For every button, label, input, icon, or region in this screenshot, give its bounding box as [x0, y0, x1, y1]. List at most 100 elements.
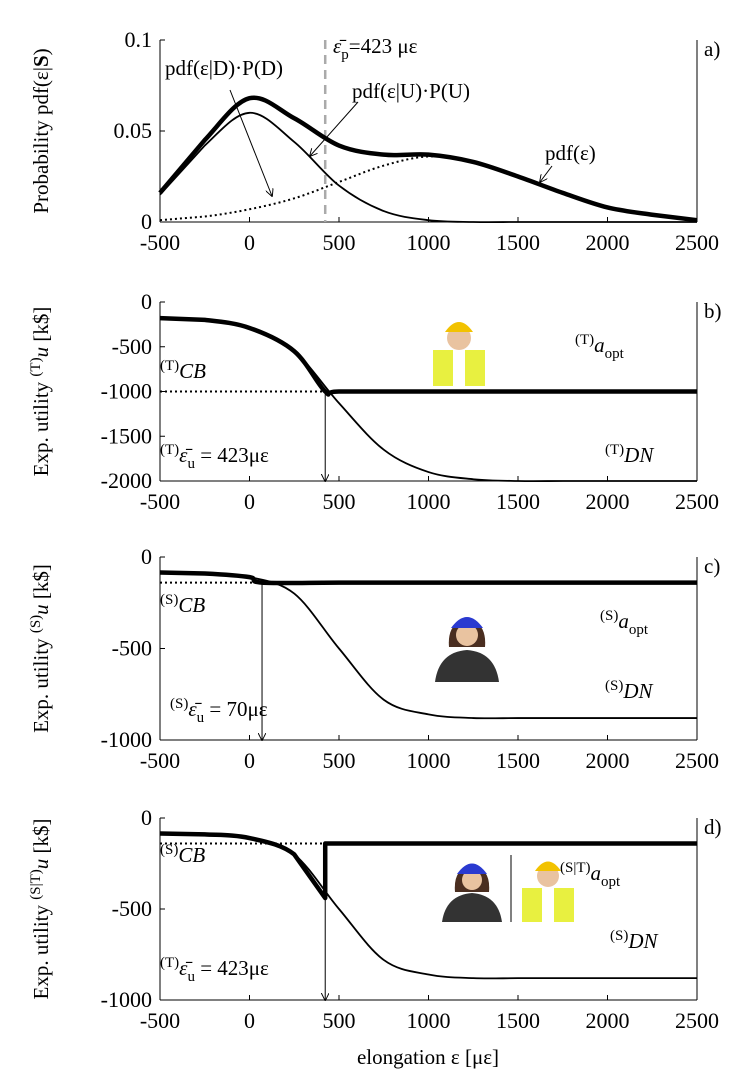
series-label: pdf(ε|D)·P(D) [165, 56, 283, 80]
x-tick-label: 2000 [586, 230, 630, 255]
x-tick-label: 1500 [496, 230, 540, 255]
text-part: ) [29, 48, 53, 55]
series-label: pdf(ε|U)·P(U) [352, 79, 470, 103]
series-label: (T)aopt [575, 332, 625, 362]
panel-label: c) [704, 554, 720, 578]
text-part: DN [623, 443, 654, 467]
threshold-label: (T)ε̄u = 423με [160, 955, 269, 985]
text-part: opt [601, 874, 621, 890]
text-part: Exp. utility [29, 633, 53, 733]
text-part: a [594, 333, 605, 357]
figure: elongation ε [με] -500 0 500 1000 1500 2000 25… [0, 0, 729, 1077]
x-tick-label: 0 [244, 230, 255, 255]
text-part: (T) [160, 955, 179, 971]
text-part: Probability pdf(ε| [29, 67, 53, 214]
text-part: [k$] [29, 819, 53, 859]
text-part: (T) [28, 357, 44, 376]
text-part: CB [179, 359, 206, 383]
x-tick-label: 500 [323, 1008, 356, 1033]
y-tick-label: -500 [112, 896, 152, 921]
text-part: = 70με [204, 697, 268, 721]
series-label: (S)DN [605, 678, 654, 703]
y-tick-label: 0.1 [125, 27, 153, 52]
text-part: pdf(ε) [545, 141, 596, 165]
x-tick-label: 2500 [675, 1008, 719, 1033]
x-tick-label: 2500 [675, 489, 719, 514]
series-label: (S)CB [160, 842, 205, 867]
y-tick-label: -500 [112, 636, 152, 661]
annotation-arrow [540, 166, 552, 182]
text-part: [k$] [29, 307, 53, 347]
threshold-label: (S)ε̄u = 70με [170, 696, 268, 726]
x-tick-label: 2500 [675, 230, 719, 255]
text-part: CB [178, 843, 205, 867]
x-tick-label: 2000 [586, 1008, 630, 1033]
x-tick-label: 1000 [407, 230, 451, 255]
series-label: (S)CB [160, 592, 205, 617]
y-tick-label: 0 [141, 289, 152, 314]
series-label: (S|T)aopt [560, 860, 621, 890]
text-part: = 423με [195, 956, 269, 980]
threshold-label: ε̄p=423 με [333, 34, 418, 63]
text-part: (T) [605, 442, 624, 458]
text-part: (S) [605, 678, 623, 694]
text-part: (T) [160, 442, 179, 458]
text-part: p [341, 47, 349, 63]
text-part: u [29, 859, 53, 870]
y-tick-label: 0 [141, 805, 152, 830]
text-part: opt [605, 346, 625, 362]
text-part: (S) [28, 615, 44, 633]
x-tick-label: 2000 [586, 748, 630, 773]
x-tick-label: 1500 [496, 489, 540, 514]
x-axis-label: elongation ε [με] [357, 1045, 499, 1069]
threshold-label: (T)ε̄u = 423με [160, 442, 269, 472]
x-tick-label: 1000 [407, 489, 451, 514]
text-part: (S) [610, 928, 628, 944]
x-tick-label: 500 [323, 230, 356, 255]
text-part: DN [622, 679, 653, 703]
series-label: (T)CB [160, 358, 206, 383]
series-label: (S)aopt [600, 608, 649, 638]
text-part: (S) [160, 842, 178, 858]
y-axis-label: Exp. utility (T)u [k$] [28, 307, 53, 477]
y-axis-label: Exp. utility (S|T)u [k$] [28, 819, 53, 1000]
x-tick-label: 1500 [496, 748, 540, 773]
y-axis-label: Probability pdf(ε|S) [29, 48, 53, 213]
worker-s-icon [442, 864, 502, 923]
annotation-arrow [230, 90, 272, 196]
y-tick-label: -500 [112, 334, 152, 359]
y-tick-label: 0 [141, 544, 152, 569]
x-tick-label: 0 [244, 489, 255, 514]
x-tick-label: 500 [323, 748, 356, 773]
series-line [160, 573, 697, 583]
text-part: a [591, 861, 602, 885]
y-tick-label: 0.05 [114, 118, 153, 143]
text-part: (T) [575, 332, 594, 348]
series-line [160, 113, 697, 222]
text-part: (T) [160, 358, 179, 374]
text-part: S [29, 55, 53, 67]
text-part: (S|T) [28, 869, 44, 900]
x-tick-label: 1000 [407, 1008, 451, 1033]
text-part: DN [627, 929, 658, 953]
text-part: =423 με [349, 34, 418, 58]
text-part: (S) [160, 592, 178, 608]
text-part: pdf(ε|D)·P(D) [165, 56, 283, 80]
worker-t-icon [433, 322, 485, 386]
text-part: u [29, 604, 53, 615]
x-tick-label: 1000 [407, 748, 451, 773]
text-part: = 423με [195, 443, 269, 467]
text-part: Exp. utility [29, 900, 53, 1000]
series-label: (T)DN [605, 442, 654, 467]
y-axis-label: Exp. utility (S)u [k$] [28, 564, 53, 733]
x-tick-label: 1500 [496, 1008, 540, 1033]
panel-label: d) [704, 815, 722, 839]
x-tick-label: 2000 [586, 489, 630, 514]
panel-label: a) [704, 37, 720, 61]
text-part: a [618, 609, 629, 633]
y-tick-label: -1000 [101, 379, 152, 404]
text-part: [k$] [29, 564, 53, 604]
y-tick-label: -1000 [101, 727, 152, 752]
text-part: Exp. utility [29, 377, 53, 477]
x-tick-label: 2500 [675, 748, 719, 773]
